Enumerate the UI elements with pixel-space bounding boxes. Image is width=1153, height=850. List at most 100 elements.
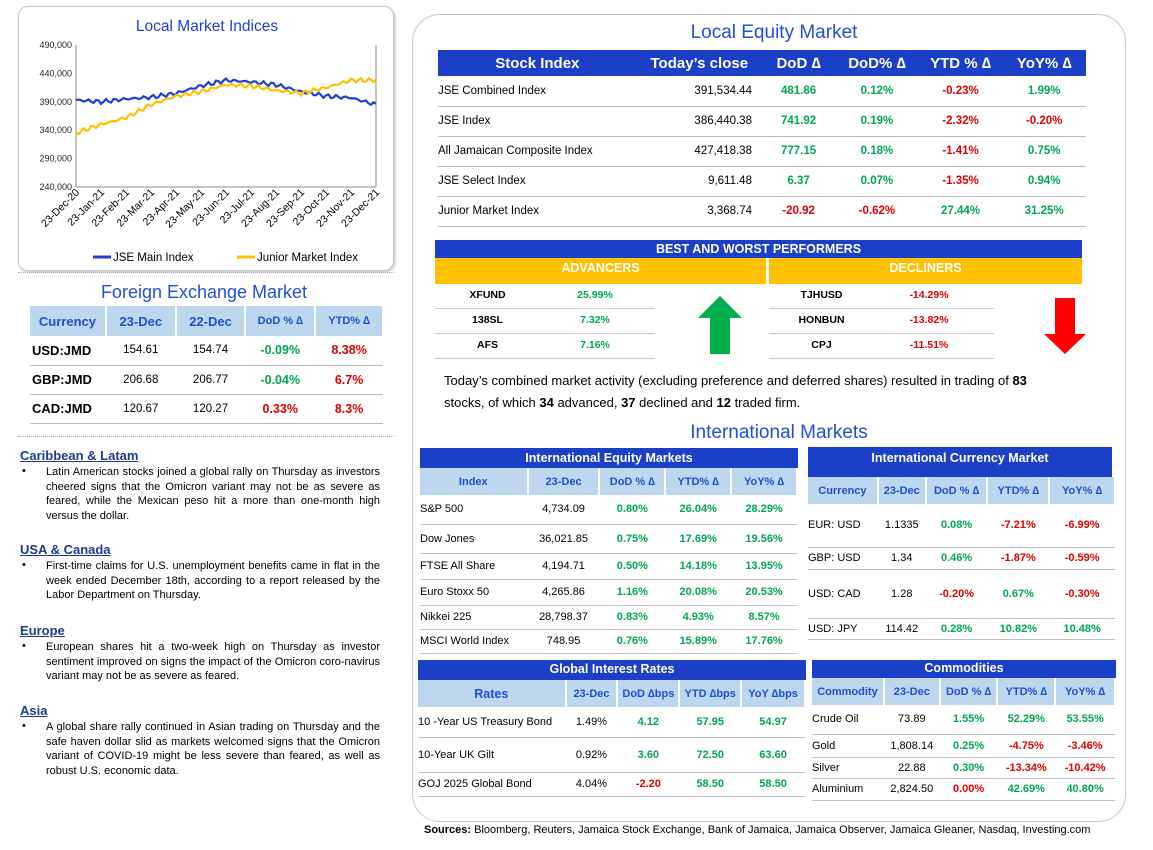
y-tick-label: 340,000 (39, 125, 72, 135)
forex-col-header: YTD% ∆ (315, 306, 384, 336)
equity-cell-ytd: -1.41% (918, 136, 1003, 167)
cell-b: 20.08% (665, 579, 732, 606)
equity-col-header: Stock Index (438, 50, 637, 76)
cell-a: 0.76% (599, 629, 666, 654)
intl-equity-title: International Equity Markets (420, 448, 798, 468)
cell-b: 0.67% (987, 569, 1050, 619)
local-equity-table: Stock Index Today’s close DoD ∆ DoD% ∆ YTD %… (438, 50, 1086, 227)
forex-title: Foreign Exchange Market (100, 282, 308, 302)
cell-v: 22.88 (883, 757, 940, 779)
forex-cell-dod: -0.09% (245, 336, 316, 366)
activity-text-1: Today’s combined market activity (exclud… (444, 373, 1013, 388)
cell-c: 19.56% (731, 524, 797, 554)
table-row: Aluminium 2,824.50 0.00% 42.69% 40.80% (812, 778, 1115, 801)
cell-a: 1.55% (939, 705, 998, 735)
table-row: GBP:JMD 206.68 206.77 -0.04% 6.7% (30, 365, 383, 395)
cell-n: Crude Oil (812, 705, 884, 735)
cell-v: 73.89 (883, 705, 940, 735)
equity-cell-dod: 777.15 (761, 136, 836, 167)
news-item: • European shares hit a two-week high on … (20, 640, 380, 684)
table-row: Gold 1,808.14 0.25% -4.75% -3.46% (812, 734, 1115, 758)
equity-cell-dod: 6.37 (761, 166, 836, 197)
equity-cell-yoy: -0.20% (1002, 106, 1086, 137)
news-item: • A global share rally continued in Asian… (20, 720, 380, 778)
cell-c: -6.99% (1049, 504, 1115, 548)
forex-cell-dod: 0.33% (245, 394, 316, 424)
cell-a: -0.20% (925, 569, 988, 619)
cell-c: 54.97 (741, 707, 805, 738)
col-header: Commodity (812, 678, 885, 705)
cell-c: 13.95% (731, 553, 797, 580)
news-text: Latin American stocks joined a global ra… (46, 466, 380, 522)
cell-c: 8.57% (731, 605, 797, 630)
equity-cell-close: 3,368.74 (636, 196, 762, 227)
cell-c: 63.60 (741, 737, 805, 773)
bullet-icon: • (22, 720, 26, 732)
cell-v: 748.95 (527, 629, 600, 654)
table-row: Crude Oil 73.89 1.55% 52.29% 53.55% (812, 705, 1115, 735)
table-row: Silver 22.88 0.30% -13.34% -10.42% (812, 757, 1115, 779)
news-heading: USA & Canada (20, 542, 111, 557)
col-header: YTD% ∆ (665, 468, 733, 495)
col-header: YoY% ∆ (1055, 678, 1116, 705)
cell-c: 58.50 (741, 772, 805, 797)
cell-b: 58.50 (679, 772, 742, 797)
cell-c: 28.29% (731, 495, 797, 525)
col-header: YoY ∆bps (741, 680, 806, 707)
cell-a: 0.46% (925, 547, 988, 570)
news-text: A global share rally continued in Asian … (46, 721, 380, 777)
cell-c: -3.46% (1055, 734, 1115, 758)
performer-change: 25.99% (577, 289, 613, 301)
performer-symbol: AFS (477, 339, 498, 351)
equity-cell-yoy: 1.99% (1002, 76, 1086, 107)
cell-c: 53.55% (1055, 705, 1115, 735)
equity-col-header: YoY% ∆ (1002, 50, 1086, 76)
cell-c: 17.76% (731, 629, 797, 654)
decliners-header: DECLINERS (769, 258, 1082, 284)
equity-title: Local Equity Market (690, 22, 858, 43)
col-header: Currency (808, 477, 879, 504)
cell-v: 4,734.09 (527, 495, 600, 525)
table-row: Junior Market Index 3,368.74 -20.92 -0.62% 2… (438, 196, 1086, 227)
chart-canvas: Local Market Indices 240,000 290,000 340,00… (39, 18, 382, 264)
cell-b: 17.69% (665, 524, 732, 554)
local-equity-panel (412, 14, 1126, 822)
table-row: 10-Year UK Gilt 0.92% 3.60 72.50 63.60 (418, 737, 805, 773)
cell-b: -13.34% (997, 757, 1056, 779)
cell-b: -4.75% (997, 734, 1056, 758)
international-title: International Markets (690, 422, 868, 443)
equity-cell-ytd: -1.35% (918, 166, 1003, 197)
cell-a: 0.75% (599, 524, 666, 554)
sources-text: Bloomberg, Reuters, Jamaica Stock Exchan… (471, 824, 1091, 836)
equity-cell-yoy: 31.25% (1002, 196, 1086, 227)
cell-b: -1.87% (987, 547, 1050, 570)
table-row: JSE Select Index 9,611.48 6.37 0.07% -1.35% 0… (438, 166, 1086, 197)
cell-c: -10.42% (1055, 757, 1115, 779)
cell-a: 4.12 (617, 707, 680, 738)
news-text: First-time claims for U.S. unemployment … (46, 560, 380, 601)
series-line-1 (75, 76, 377, 136)
cell-v: 1.49% (565, 707, 618, 738)
equity-cell-dodp: -0.62% (835, 196, 919, 227)
activity-text-5: traded firm. (730, 395, 801, 410)
cell-v: 1.34 (877, 547, 926, 570)
cell-a: 0.25% (939, 734, 998, 758)
col-header: 23-Dec (565, 680, 619, 707)
legend-label: Junior Market Index (257, 252, 358, 264)
local-market-indices-chart: Local Market Indices 240,000 290,000 340,00… (18, 6, 394, 271)
equity-cell-close: 9,611.48 (636, 166, 762, 197)
cell-n: Dow Jones (420, 524, 528, 554)
cell-a: 0.28% (925, 618, 988, 640)
table-row: EUR: USD 1.1335 0.08% -7.21% -6.99% (808, 504, 1115, 548)
table-row: Euro Stoxx 50 4,265.86 1.16% 20.08% 20.53% (420, 579, 797, 606)
table-row: 10 -Year US Treasury Bond 1.49% 4.12 57.95 5… (418, 707, 805, 738)
cell-a: 0.00% (939, 778, 998, 801)
cell-c: -0.30% (1049, 569, 1115, 619)
y-tick-label: 490,000 (39, 40, 72, 50)
cell-b: 26.04% (665, 495, 732, 525)
forex-cell-ytd: 8.3% (315, 394, 383, 424)
cell-a: 3.60 (617, 737, 680, 773)
equity-cell-name: JSE Select Index (438, 166, 637, 197)
news-heading: Europe (20, 623, 65, 638)
forex-col-header: Currency (30, 306, 107, 336)
